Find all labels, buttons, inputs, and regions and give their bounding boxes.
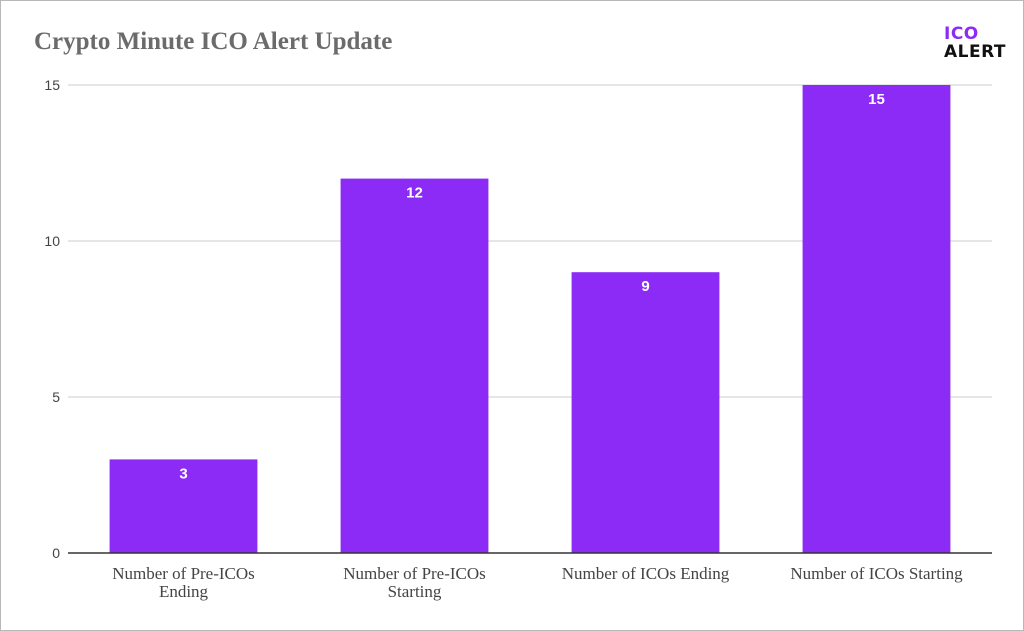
x-tick-label: Number of ICOs Ending [562, 564, 730, 583]
bar [571, 272, 720, 553]
y-tick-label: 15 [44, 77, 60, 93]
chart-title: Crypto Minute ICO Alert Update [34, 28, 393, 55]
logo-line-alert: ALERT [944, 42, 1007, 62]
bar [340, 178, 489, 553]
y-tick-label: 0 [52, 545, 60, 561]
logo-line-ico: ICO [944, 24, 979, 44]
bar [109, 459, 258, 553]
data-label: 9 [641, 278, 649, 295]
data-label: 12 [406, 185, 423, 202]
x-tick-label: Number of Pre-ICOs Starting [343, 564, 486, 601]
bar [802, 85, 951, 553]
y-tick-label: 10 [44, 233, 60, 249]
data-label: 15 [868, 91, 885, 108]
x-tick-label: Number of Pre-ICOs Ending [112, 564, 255, 601]
data-label: 3 [179, 465, 187, 482]
ico-alert-logo: ICO ALERT [944, 25, 1006, 61]
x-tick-label: Number of ICOs Starting [790, 564, 963, 583]
y-tick-label: 5 [52, 389, 60, 405]
